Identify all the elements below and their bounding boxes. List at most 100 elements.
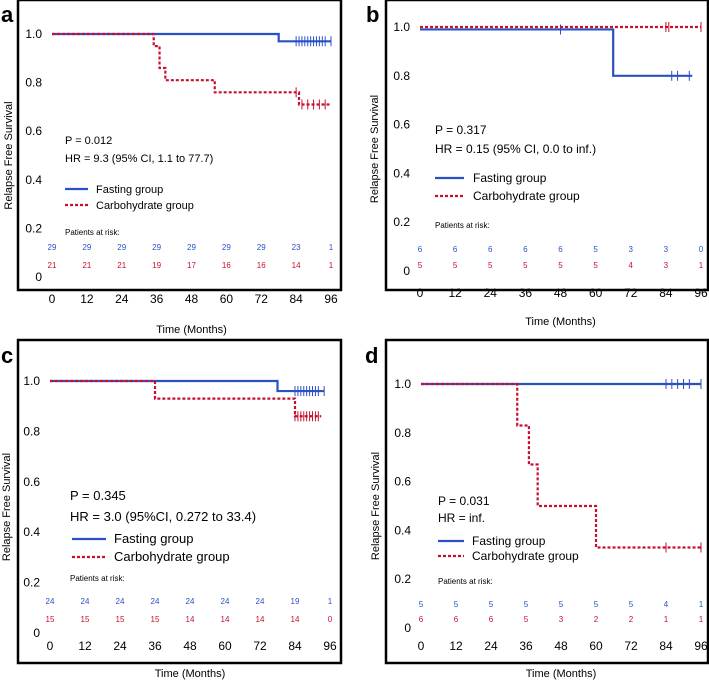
at-risk-count: 1 (328, 597, 333, 606)
x-tick-label: 72 (253, 639, 267, 653)
x-tick-label: 0 (47, 639, 54, 653)
at-risk-count: 24 (81, 597, 90, 606)
legend-label: Carbohydrate group (472, 549, 579, 563)
at-risk-count: 6 (453, 245, 458, 254)
at-risk-count: 1 (329, 243, 334, 252)
at-risk-count: 5 (454, 600, 459, 609)
y-axis-title: Relapse Free Survival (369, 95, 381, 203)
x-tick-label: 84 (659, 286, 673, 300)
x-tick-label: 0 (418, 639, 425, 653)
at-risk-count: 1 (664, 615, 669, 624)
at-risk-count: 21 (117, 261, 126, 270)
at-risk-count: 14 (221, 615, 230, 624)
x-tick-label: 24 (484, 286, 498, 300)
legend-label: Fasting group (473, 171, 547, 185)
hazard-ratio: HR = 9.3 (95% CI, 1.1 to 77.7) (65, 153, 213, 165)
x-tick-label: 36 (148, 639, 162, 653)
x-tick-label: 48 (554, 639, 568, 653)
at-risk-count: 0 (328, 615, 333, 624)
at-risk-count: 3 (629, 245, 634, 254)
at-risk-count: 29 (187, 243, 196, 252)
panel-frame (384, 0, 709, 292)
y-tick-label: 0.8 (394, 426, 411, 440)
panel-frame (16, 0, 343, 292)
y-axis-title: Relapse Free Survival (370, 452, 382, 560)
at-risk-count: 6 (418, 245, 423, 254)
x-tick-label: 84 (288, 639, 302, 653)
at-risk-count: 15 (81, 615, 90, 624)
p-value: P = 0.317 (435, 123, 487, 137)
y-tick-label: 0 (404, 621, 411, 635)
at-risk-count: 1 (699, 615, 704, 624)
y-tick-label: 0.4 (394, 523, 411, 537)
at-risk-count: 5 (453, 261, 458, 270)
x-tick-label: 48 (554, 286, 568, 300)
x-tick-label: 36 (519, 639, 533, 653)
x-tick-label: 12 (80, 292, 94, 306)
y-tick-label: 1.0 (23, 374, 40, 388)
x-tick-label: 72 (255, 292, 269, 306)
at-risk-count: 5 (593, 245, 598, 254)
y-axis-title: Relapse Free Survival (3, 101, 15, 209)
at-risk-count: 5 (523, 261, 528, 270)
x-tick-label: 24 (484, 639, 498, 653)
at-risk-title: Patients at risk: (438, 577, 493, 586)
survival-curve-carbohydrate (52, 32, 331, 106)
at-risk-count: 23 (292, 243, 301, 252)
x-tick-label: 12 (448, 286, 462, 300)
at-risk-count: 3 (664, 245, 669, 254)
at-risk-count: 14 (291, 615, 300, 624)
km-panel-a: a 0 0.2 0.4 0.6 0.8 1.0 0 12 24 36 48 60 72 84 96 Time (… (1, 0, 343, 336)
at-risk-count: 6 (488, 245, 493, 254)
y-tick-label: 0.8 (25, 76, 42, 90)
y-tick-label: 0 (35, 270, 42, 284)
at-risk-count: 24 (221, 597, 230, 606)
at-risk-count: 3 (664, 261, 669, 270)
at-risk-count: 29 (152, 243, 161, 252)
survival-curve-fasting (420, 28, 693, 77)
x-tick-label: 36 (150, 292, 164, 306)
at-risk-count: 24 (116, 597, 125, 606)
legend-label: Fasting group (114, 531, 194, 546)
y-tick-label: 0.4 (23, 525, 40, 539)
x-tick-label: 0 (417, 286, 424, 300)
at-risk-count: 24 (256, 597, 265, 606)
at-risk-count: 0 (699, 245, 704, 254)
at-risk-count: 14 (186, 615, 195, 624)
hazard-ratio: HR = inf. (438, 511, 485, 525)
at-risk-count: 5 (594, 600, 599, 609)
at-risk-count: 21 (82, 261, 91, 270)
y-tick-label: 0.2 (394, 572, 411, 586)
panel-frame (16, 338, 343, 665)
panel-letter: c (1, 343, 13, 368)
y-tick-label: 0 (33, 626, 40, 640)
x-tick-label: 24 (115, 292, 129, 306)
y-tick-label: 0.8 (393, 69, 410, 83)
y-tick-label: 0.6 (23, 475, 40, 489)
at-risk-count: 29 (222, 243, 231, 252)
at-risk-count: 5 (524, 600, 529, 609)
x-tick-label: 60 (218, 639, 232, 653)
at-risk-title: Patients at risk: (65, 228, 120, 237)
x-axis-title: Time (Months) (155, 668, 226, 680)
p-value: P = 0.012 (65, 135, 112, 147)
legend-label: Carbohydrate group (473, 189, 580, 203)
km-panel-c: c 0 0.2 0.4 0.6 0.8 1.0 0 12 24 36 48 60 72 84 96 Time (… (1, 338, 343, 680)
legend-label: Fasting group (472, 534, 546, 548)
panel-frame (384, 338, 709, 665)
at-risk-count: 24 (46, 597, 55, 606)
y-tick-label: 0.2 (23, 576, 40, 590)
y-tick-label: 0.2 (25, 221, 42, 235)
x-tick-label: 0 (49, 292, 56, 306)
at-risk-count: 14 (256, 615, 265, 624)
at-risk-count: 17 (187, 261, 196, 270)
at-risk-count: 15 (116, 615, 125, 624)
at-risk-count: 29 (82, 243, 91, 252)
panel-letter: b (366, 2, 379, 27)
at-risk-count: 29 (257, 243, 266, 252)
at-risk-count: 24 (186, 597, 195, 606)
x-tick-label: 84 (659, 639, 673, 653)
x-tick-label: 96 (694, 286, 708, 300)
